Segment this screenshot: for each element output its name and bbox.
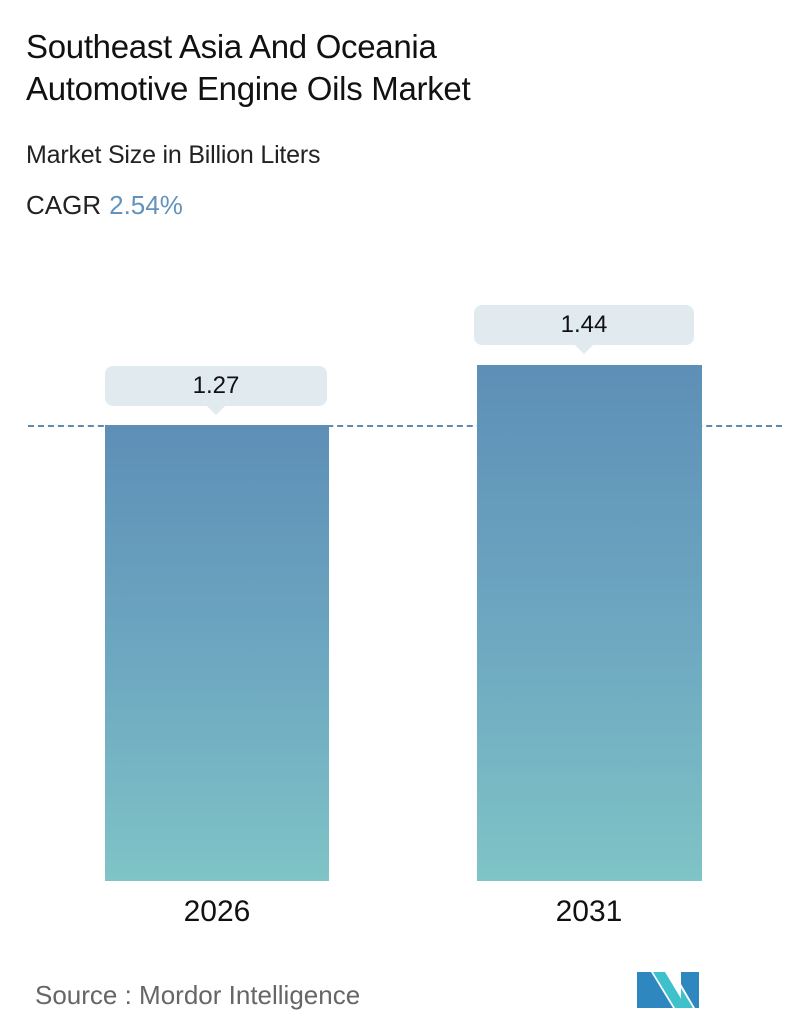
- x-tick-2026: 2026: [183, 895, 251, 928]
- bar-2026: [105, 425, 329, 881]
- reference-dashed-line: [28, 425, 782, 427]
- chart-title: Southeast Asia And Oceania Automotive En…: [26, 26, 471, 110]
- chart-subtitle: Market Size in Billion Liters: [26, 141, 321, 169]
- value-label-2026: 1.27: [105, 366, 327, 415]
- cagr-label: CAGR: [26, 190, 102, 220]
- title-line-1: Southeast Asia And Oceania: [26, 28, 437, 65]
- cagr: CAGR 2.54%: [26, 190, 183, 221]
- title-line-2: Automotive Engine Oils Market: [26, 70, 471, 107]
- cagr-value: 2.54%: [109, 190, 183, 220]
- value-label-2031: 1.44: [474, 305, 694, 354]
- source-text: Source : Mordor Intelligence: [35, 980, 361, 1010]
- x-tick-2031: 2031: [555, 895, 623, 928]
- bar-2031: [477, 365, 702, 881]
- mordor-intelligence-logo-icon: [637, 972, 699, 1008]
